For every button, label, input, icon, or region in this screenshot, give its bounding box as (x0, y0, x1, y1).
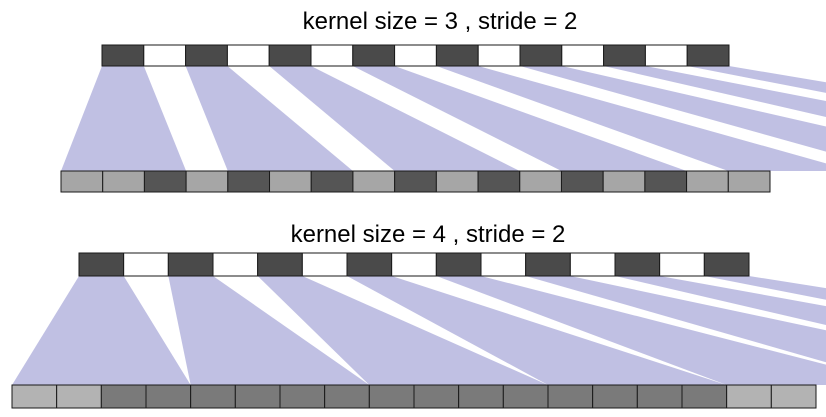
output-cell (11, 384, 58, 409)
kernel-projection-cone (520, 66, 826, 152)
output-cell (602, 170, 646, 193)
input-cell (703, 252, 750, 277)
input-cell (226, 44, 270, 67)
input-cell (614, 252, 661, 277)
output-cell (636, 384, 683, 409)
output-cell (102, 170, 145, 193)
input-cell (435, 252, 482, 277)
input-cell (477, 44, 521, 67)
input-cell (78, 252, 125, 277)
kernel-projection-cone (525, 276, 826, 363)
kernel-projections (12, 276, 826, 385)
kernel-projection-cone (436, 66, 826, 171)
input-cell (659, 252, 705, 277)
output-cell (770, 384, 817, 409)
input-cell (569, 252, 616, 277)
input-cell (310, 44, 354, 67)
output-cell (60, 170, 104, 193)
output-cell (726, 384, 772, 409)
input-cell (101, 44, 145, 67)
input-row (78, 252, 750, 277)
input-cell (212, 252, 259, 277)
input-cell (480, 252, 527, 277)
input-cell (185, 44, 228, 67)
output-cell (185, 170, 229, 193)
output-cell (519, 170, 562, 193)
output-cell (310, 170, 354, 193)
output-cell (477, 170, 521, 193)
input-cell (644, 44, 688, 67)
output-cell (681, 384, 728, 409)
input-cell (391, 252, 437, 277)
input-cell (352, 44, 396, 67)
kernel-projection-cone (168, 276, 370, 385)
output-cell (502, 384, 549, 409)
kernel-projection-cone (347, 276, 727, 385)
output-cell (190, 384, 236, 409)
input-cell (167, 252, 214, 277)
output-cell (560, 170, 604, 193)
panel-kernel-3-stride-2: kernel size = 3 , stride = 2 (60, 8, 826, 193)
input-cell (603, 44, 646, 67)
output-cell (686, 170, 729, 193)
output-row (60, 170, 771, 193)
kernel-projection-cone (185, 66, 353, 171)
kernel-projections (61, 66, 826, 171)
output-cell (547, 384, 594, 409)
panel-title: kernel size = 4 , stride = 2 (291, 221, 566, 248)
output-cell (324, 384, 370, 409)
kernel-projection-cone (12, 276, 191, 385)
input-cell (686, 44, 730, 67)
output-row (11, 384, 817, 409)
kernel-projection-cone (436, 276, 826, 385)
kernel-projection-cone (603, 66, 826, 117)
output-cell (269, 170, 312, 193)
input-row (101, 44, 730, 67)
input-cell (525, 252, 571, 277)
kernel-projection-cone (257, 276, 548, 385)
input-cell (561, 44, 605, 67)
output-cell (394, 170, 437, 193)
output-cell (435, 170, 479, 193)
output-cell (352, 170, 396, 193)
output-cell (56, 384, 102, 409)
kernel-projection-cone (687, 66, 826, 93)
kernel-projection-cone (61, 66, 187, 171)
output-cell (279, 384, 326, 409)
kernel-projection-cone (704, 276, 826, 300)
output-cell (727, 170, 771, 193)
output-cell (145, 384, 192, 409)
output-cell (368, 384, 415, 409)
panel-kernel-4-stride-2: kernel size = 4 , stride = 2 (11, 221, 826, 409)
kernel-projection-cone (352, 66, 687, 171)
output-cell (227, 170, 271, 193)
input-cell (257, 252, 303, 277)
input-cell (346, 252, 393, 277)
kernel-projection-cone (615, 276, 826, 326)
output-cell (413, 384, 460, 409)
output-cell (644, 170, 688, 193)
output-cell (100, 384, 147, 409)
input-cell (268, 44, 312, 67)
input-cell (394, 44, 437, 67)
output-cell (458, 384, 504, 409)
input-cell (519, 44, 563, 67)
input-cell (143, 44, 187, 67)
input-cell (301, 252, 348, 277)
output-cell (592, 384, 638, 409)
input-cell (435, 44, 479, 67)
output-cell (143, 170, 187, 193)
input-cell (123, 252, 169, 277)
kernel-projection-cone (269, 66, 520, 171)
output-cell (234, 384, 281, 409)
panel-title: kernel size = 3 , stride = 2 (303, 8, 578, 35)
